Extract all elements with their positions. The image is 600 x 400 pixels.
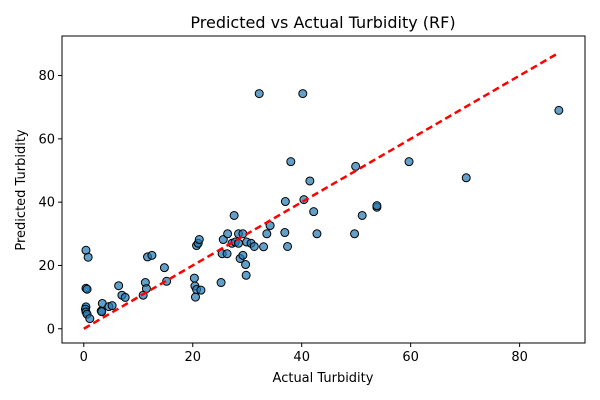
- data-point: [554, 105, 564, 115]
- data-point: [254, 89, 264, 99]
- data-point: [196, 285, 206, 295]
- y-axis-ticks: 0 20 40 60 80: [38, 69, 62, 337]
- data-point: [97, 307, 107, 317]
- y-tick-label: 20: [38, 259, 55, 274]
- data-point: [107, 301, 117, 311]
- ideal-reference-line: [83, 51, 560, 330]
- x-axis-ticks: 0 20 40 60 80: [80, 343, 528, 365]
- data-point: [249, 241, 259, 251]
- y-tick-label: 60: [38, 132, 55, 147]
- data-point: [241, 270, 251, 280]
- data-point: [280, 228, 290, 238]
- data-point: [280, 197, 290, 207]
- data-point: [372, 201, 382, 211]
- data-point: [351, 161, 361, 171]
- y-tick-label: 40: [38, 196, 55, 211]
- data-point: [114, 281, 124, 291]
- data-point: [286, 157, 296, 167]
- data-point: [229, 210, 239, 220]
- data-point: [216, 278, 226, 288]
- data-point: [357, 210, 367, 220]
- data-point: [85, 314, 95, 324]
- data-point: [82, 284, 92, 294]
- y-tick-label: 80: [38, 69, 55, 84]
- x-tick-label: 20: [184, 350, 201, 365]
- data-point: [259, 242, 269, 252]
- data-point: [461, 173, 471, 183]
- data-point: [241, 260, 251, 270]
- data-point: [190, 292, 200, 302]
- data-point: [162, 276, 172, 286]
- data-point: [223, 229, 233, 239]
- data-point: [305, 176, 315, 186]
- chart-title: Predicted vs Actual Turbidity (RF): [190, 13, 455, 32]
- data-point: [298, 89, 308, 99]
- data-point: [234, 238, 244, 248]
- data-point: [404, 157, 414, 167]
- data-point: [222, 249, 232, 259]
- plot-area: [61, 35, 586, 344]
- data-point: [309, 207, 319, 217]
- x-tick-label: 40: [293, 350, 310, 365]
- data-point: [159, 263, 169, 273]
- x-axis-label: Actual Turbidity: [273, 371, 374, 386]
- data-point: [189, 273, 199, 283]
- x-tick-label: 0: [80, 350, 88, 365]
- data-point: [283, 241, 293, 251]
- data-point: [350, 229, 360, 239]
- y-axis-label: Predicted Turbidity: [14, 129, 29, 251]
- data-point: [238, 250, 248, 260]
- data-point: [83, 252, 93, 262]
- x-tick-label: 80: [511, 350, 528, 365]
- data-point: [262, 229, 272, 239]
- x-tick-label: 60: [402, 350, 419, 365]
- y-tick-label: 0: [47, 322, 55, 337]
- data-point: [194, 235, 204, 245]
- data-point: [120, 292, 130, 302]
- data-point: [147, 250, 157, 260]
- data-point: [312, 229, 322, 239]
